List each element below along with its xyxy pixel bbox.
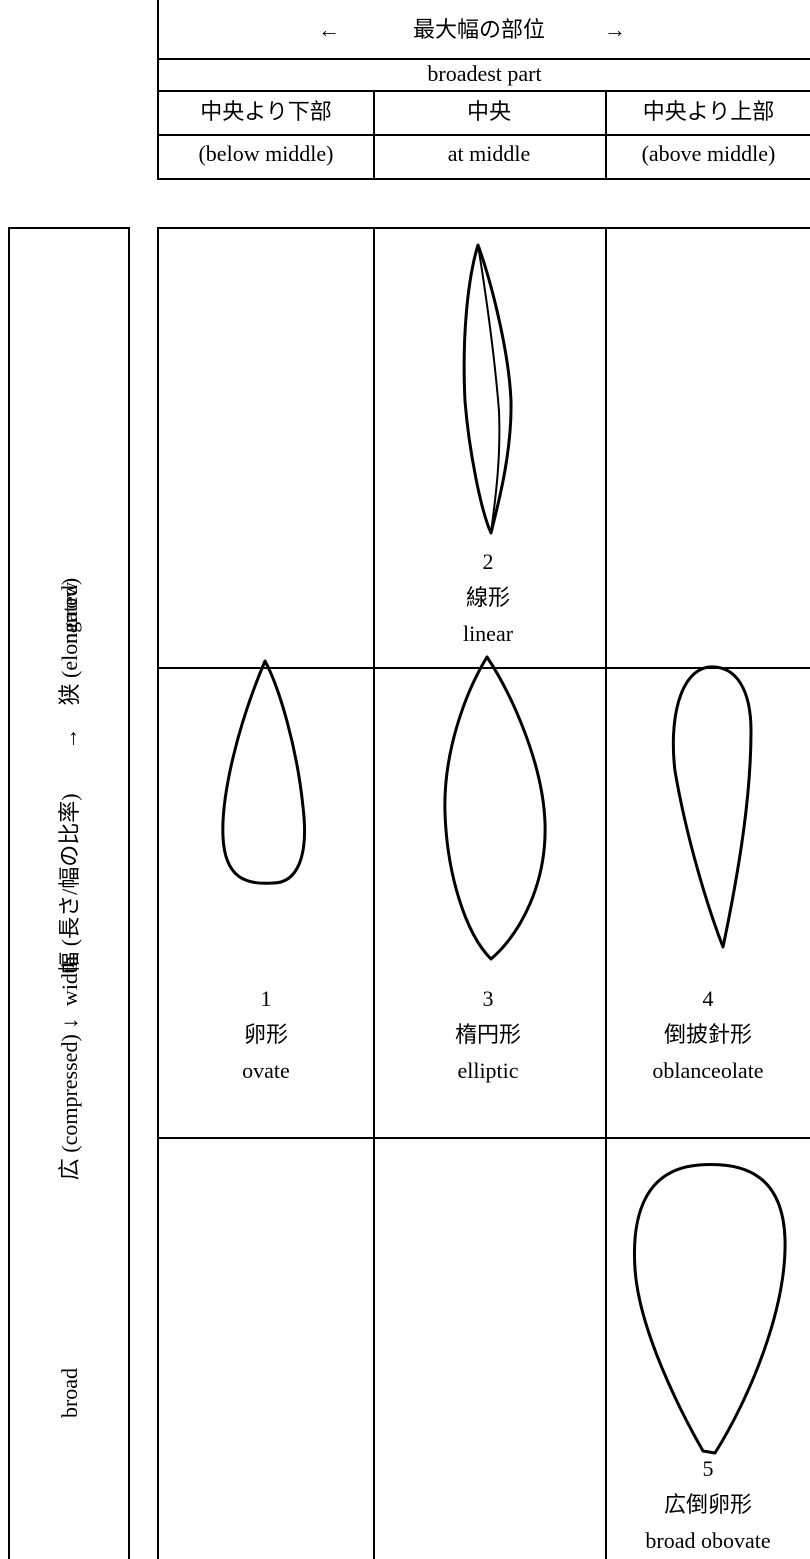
shape-name-en: linear (462, 621, 514, 646)
column-jp: 中央 (466, 99, 511, 124)
column-jp: 中央より下部 (200, 99, 332, 124)
broad-label: broad (57, 1367, 82, 1419)
linear-leaf-icon (462, 243, 513, 535)
shape-name-jp: 卵形 (243, 1022, 288, 1047)
header-column-divider (373, 90, 375, 178)
grid-column-divider (373, 229, 375, 1559)
oblanceolate-leaf-icon (671, 665, 753, 949)
shape-name-jp: 線形 (465, 585, 510, 610)
grid-row-divider (159, 667, 810, 669)
shape-name-en: broad obovate (645, 1528, 771, 1553)
grid-row-divider (159, 1137, 810, 1139)
header-divider (159, 58, 810, 60)
arrow-right-icon: → (604, 17, 626, 42)
arrow-left-icon: ← (318, 17, 340, 42)
shape-name-en: oblanceolate (652, 1058, 764, 1083)
column-en: (below middle) (198, 141, 334, 166)
shape-name-jp: 楕円形 (454, 1022, 521, 1047)
header-title-en: broadest part (427, 61, 542, 86)
shape-grid: 2 線形 linear 1 卵形 ovate 3 楕円形 elliptic 4 … (157, 227, 810, 1559)
grid-column-divider (605, 229, 607, 1559)
narrow-label: narrow (57, 581, 82, 645)
width-axis-label: 広 (compressed) ↓ 幅 (長さ/幅の比率) → 狭 (elonga… (57, 577, 82, 1181)
shape-name-en: ovate (242, 1058, 290, 1083)
width-axis-box: 広 (compressed) ↓ 幅 (長さ/幅の比率) → 狭 (elonga… (8, 227, 130, 1559)
broad-obovate-leaf-icon (632, 1162, 787, 1455)
header-title-jp: 最大幅の部位 (412, 17, 545, 42)
shape-name-en: elliptic (457, 1058, 519, 1083)
header-column-divider (605, 90, 607, 178)
shape-number: 5 (702, 1456, 714, 1481)
shape-number: 3 (482, 986, 494, 1011)
width-label: width (57, 955, 82, 1007)
ovate-leaf-icon (221, 659, 307, 885)
shape-name-jp: 広倒卵形 (663, 1492, 752, 1517)
elliptic-leaf-icon (443, 655, 547, 961)
column-en: (above middle) (641, 141, 776, 166)
shape-number: 4 (702, 986, 714, 1011)
header-table: ← 最大幅の部位 → broadest part 中央より下部 (below m… (157, 0, 810, 180)
column-jp: 中央より上部 (642, 99, 775, 124)
header-divider (159, 134, 810, 136)
shape-number: 2 (482, 549, 494, 574)
column-en: at middle (447, 141, 531, 166)
shape-name-jp: 倒披針形 (663, 1022, 752, 1047)
shape-number: 1 (260, 986, 272, 1011)
header-divider (159, 90, 810, 92)
